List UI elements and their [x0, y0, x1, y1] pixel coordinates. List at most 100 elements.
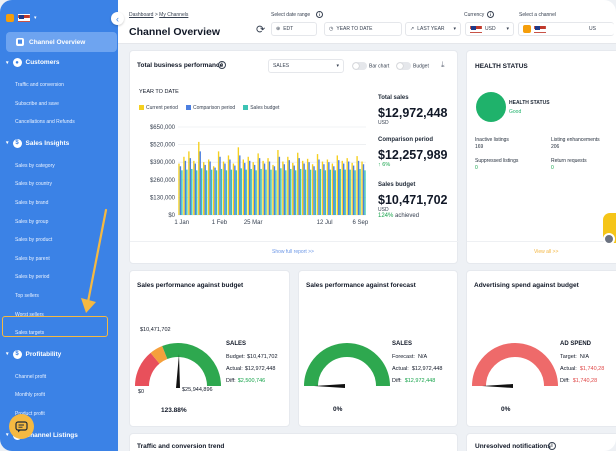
- bar-current-period[interactable]: [356, 156, 358, 215]
- bar-current-period[interactable]: [232, 163, 235, 215]
- bar-sales-budget[interactable]: [186, 169, 188, 215]
- sidebar-item-sales-targets[interactable]: Sales targets: [15, 330, 45, 337]
- sidebar-item-traffic-and-conversion[interactable]: Traffic and conversion: [15, 82, 64, 88]
- refresh-icon[interactable]: ⟳: [256, 24, 266, 36]
- bar-sales-budget[interactable]: [240, 168, 242, 215]
- bar-comparison-period[interactable]: [298, 158, 300, 215]
- bar-current-period[interactable]: [321, 161, 324, 215]
- sidebar-item-cancellations-and-refunds[interactable]: Cancellations and Refunds: [15, 119, 75, 126]
- channel-select[interactable]: US: [518, 22, 614, 36]
- bar-chart-toggle[interactable]: Bar chart: [352, 62, 389, 70]
- bar-sales-budget[interactable]: [191, 168, 193, 215]
- bar-comparison-period[interactable]: [249, 160, 251, 215]
- bar-current-period[interactable]: [257, 153, 259, 215]
- collapse-sidebar-button[interactable]: ‹: [111, 12, 124, 25]
- bar-comparison-period[interactable]: [288, 160, 290, 215]
- bar-sales-budget[interactable]: [314, 170, 317, 215]
- sidebar-section-profitability[interactable]: ▾ $ Profitability: [6, 349, 61, 359]
- bar-comparison-period[interactable]: [303, 163, 305, 215]
- bar-sales-budget[interactable]: [334, 170, 336, 215]
- sidebar-item-sales-by-category[interactable]: Sales by category: [15, 162, 55, 169]
- sidebar-item-subscribe-and-save[interactable]: Subscribe and save: [15, 100, 59, 107]
- bar-comparison-period[interactable]: [219, 156, 221, 215]
- bar-current-period[interactable]: [297, 152, 299, 215]
- bar-sales-budget[interactable]: [270, 169, 272, 215]
- bar-comparison-period[interactable]: [328, 162, 330, 215]
- bar-current-period[interactable]: [336, 155, 338, 215]
- sidebar-item-worst-sellers[interactable]: Worst sellers: [15, 311, 44, 318]
- bar-sales-budget[interactable]: [299, 168, 302, 215]
- sidebar-item-sales-by-parent[interactable]: Sales by parent: [15, 255, 50, 262]
- bar-current-period[interactable]: [282, 161, 284, 215]
- bar-sales-budget[interactable]: [359, 168, 361, 215]
- info-icon[interactable]: i: [548, 442, 556, 450]
- bar-current-period[interactable]: [292, 162, 294, 215]
- bar-comparison-period[interactable]: [362, 164, 365, 215]
- date-range-select[interactable]: ◷ YEAR TO DATE: [324, 22, 402, 36]
- bar-current-period[interactable]: [316, 154, 319, 215]
- bar-comparison-period[interactable]: [343, 163, 345, 215]
- bar-comparison-period[interactable]: [278, 156, 281, 215]
- sidebar-section-customers[interactable]: ▾ ● Customers: [6, 58, 59, 67]
- info-icon[interactable]: i: [316, 11, 323, 18]
- sidebar-section-sales-insights[interactable]: ▾ $ Sales Insights: [6, 138, 69, 148]
- bar-sales-budget[interactable]: [210, 169, 213, 215]
- sidebar-brand[interactable]: ▾: [0, 0, 118, 36]
- help-avatar[interactable]: [603, 233, 615, 245]
- breadcrumb-my-channels[interactable]: My Channels: [159, 12, 189, 18]
- bar-current-period[interactable]: [227, 155, 230, 215]
- bar-sales-budget[interactable]: [200, 168, 203, 215]
- bar-sales-budget[interactable]: [275, 170, 277, 215]
- bar-sales-budget[interactable]: [324, 170, 327, 215]
- bar-sales-budget[interactable]: [280, 168, 282, 215]
- sidebar-item-channel-overview[interactable]: ▦ Channel Overview: [6, 32, 117, 52]
- bar-comparison-period[interactable]: [224, 163, 226, 215]
- bar-current-period[interactable]: [188, 151, 190, 215]
- bar-current-period[interactable]: [222, 161, 225, 215]
- sidebar-item-product-profit[interactable]: Product profit: [15, 411, 45, 417]
- bar-sales-budget[interactable]: [196, 170, 198, 215]
- bar-comparison-period[interactable]: [258, 158, 261, 215]
- bar-sales-budget[interactable]: [265, 169, 267, 215]
- bar-sales-budget[interactable]: [285, 170, 287, 215]
- bar-comparison-period[interactable]: [184, 160, 187, 215]
- bar-sales-budget[interactable]: [260, 168, 262, 215]
- bar-sales-budget[interactable]: [319, 168, 322, 215]
- bar-comparison-period[interactable]: [239, 155, 241, 215]
- bar-comparison-period[interactable]: [313, 166, 315, 215]
- bar-sales-budget[interactable]: [230, 169, 233, 215]
- bar-comparison-period[interactable]: [244, 162, 246, 215]
- bar-comparison-period[interactable]: [214, 167, 216, 215]
- bar-sales-budget[interactable]: [255, 170, 257, 215]
- bar-current-period[interactable]: [277, 150, 279, 215]
- bar-sales-budget[interactable]: [245, 169, 247, 215]
- sidebar-item-top-sellers[interactable]: Top sellers: [15, 293, 39, 299]
- bar-current-period[interactable]: [287, 156, 289, 215]
- bar-comparison-period[interactable]: [357, 160, 360, 215]
- bar-sales-budget[interactable]: [250, 168, 252, 215]
- bar-sales-budget[interactable]: [215, 170, 218, 215]
- bar-current-period[interactable]: [198, 141, 200, 215]
- bar-current-period[interactable]: [301, 160, 304, 215]
- bar-current-period[interactable]: [326, 159, 329, 215]
- bar-sales-budget[interactable]: [290, 168, 292, 215]
- bar-comparison-period[interactable]: [234, 165, 236, 215]
- bar-comparison-period[interactable]: [263, 163, 266, 215]
- bar-sales-budget[interactable]: [349, 169, 351, 215]
- toggle-switch[interactable]: [352, 62, 367, 70]
- currency-select[interactable]: USD ▾: [465, 22, 514, 36]
- bar-current-period[interactable]: [262, 160, 264, 215]
- bar-sales-budget[interactable]: [304, 169, 307, 215]
- bar-sales-budget[interactable]: [235, 170, 238, 215]
- timezone-select[interactable]: ⊕ EDT: [271, 22, 317, 36]
- bar-current-period[interactable]: [247, 156, 249, 215]
- bar-current-period[interactable]: [178, 163, 180, 215]
- bar-current-period[interactable]: [183, 156, 185, 215]
- budget-toggle[interactable]: Budget: [396, 62, 429, 70]
- sidebar-item-sales-by-group[interactable]: Sales by group: [15, 218, 49, 225]
- health-metric[interactable]: Inactive listings 169: [475, 137, 509, 151]
- bar-sales-budget[interactable]: [225, 170, 228, 215]
- bar-current-period[interactable]: [351, 162, 353, 215]
- bar-comparison-period[interactable]: [347, 161, 350, 215]
- bar-current-period[interactable]: [306, 158, 309, 215]
